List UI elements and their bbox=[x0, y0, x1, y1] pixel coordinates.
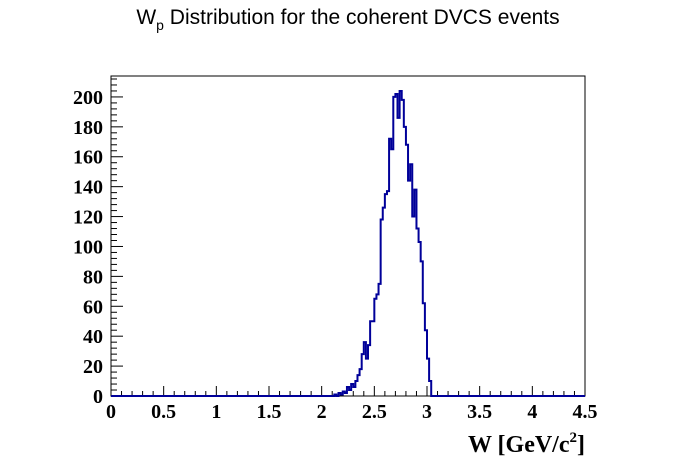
plot-frame bbox=[110, 75, 586, 397]
x-tick-label: 1 bbox=[211, 401, 221, 423]
y-tick-label: 20 bbox=[83, 356, 103, 378]
y-tick-label: 160 bbox=[73, 147, 103, 169]
histogram-bin bbox=[395, 94, 397, 396]
histogram-bin bbox=[404, 127, 406, 396]
histogram-bin bbox=[419, 242, 421, 396]
y-tick-label: 140 bbox=[73, 177, 103, 199]
histogram-bin bbox=[398, 118, 400, 396]
y-tick-label: 40 bbox=[83, 326, 103, 348]
x-tick-label: 1.5 bbox=[257, 401, 282, 423]
x-tick-label: 2.5 bbox=[362, 401, 387, 423]
y-tick-label: 200 bbox=[73, 87, 103, 109]
x-axis: 0 0.5 1 1.5 2 2.5 3 3.5 4 4.5 bbox=[106, 386, 598, 423]
y-tick-label: 180 bbox=[73, 117, 103, 139]
y-tick-label: 60 bbox=[83, 296, 103, 318]
x-tick-label: 0.5 bbox=[151, 401, 176, 423]
histogram-bin bbox=[376, 294, 378, 396]
y-tick-label: 0 bbox=[93, 386, 103, 408]
histogram-bins bbox=[334, 91, 431, 396]
x-tick-label: 3.5 bbox=[467, 401, 492, 423]
x-tick-label: 4 bbox=[527, 401, 537, 423]
histogram-bin bbox=[402, 100, 404, 396]
y-tick-label: 120 bbox=[73, 207, 103, 229]
histogram-bin bbox=[406, 145, 408, 396]
y-tick-label: 100 bbox=[73, 236, 103, 258]
histogram-bin bbox=[400, 91, 402, 396]
x-tick-label: 3 bbox=[422, 401, 432, 423]
histogram-bin bbox=[366, 359, 368, 396]
histogram-bin bbox=[387, 191, 389, 396]
histogram-outline bbox=[111, 89, 585, 397]
histogram-bin bbox=[391, 149, 393, 396]
x-tick-label: 2 bbox=[317, 401, 327, 423]
histogram-bin bbox=[383, 208, 385, 396]
histogram-bin bbox=[372, 321, 374, 396]
histogram-bin bbox=[412, 217, 414, 396]
y-tick-label: 80 bbox=[83, 266, 103, 288]
histogram-bin bbox=[385, 194, 387, 396]
histogram-bin bbox=[416, 229, 418, 396]
histogram-bin bbox=[379, 284, 381, 396]
y-axis: 0 20 40 60 80 100 120 140 160 180 200 bbox=[73, 78, 123, 408]
x-tick-label: 4.5 bbox=[573, 401, 598, 423]
x-tick-label: 0 bbox=[106, 401, 116, 423]
histogram-bin bbox=[408, 181, 410, 396]
x-axis-label: W [GeV/c2] bbox=[468, 430, 585, 458]
chart-title: Wp Distribution for the coherent DVCS ev… bbox=[136, 6, 559, 33]
